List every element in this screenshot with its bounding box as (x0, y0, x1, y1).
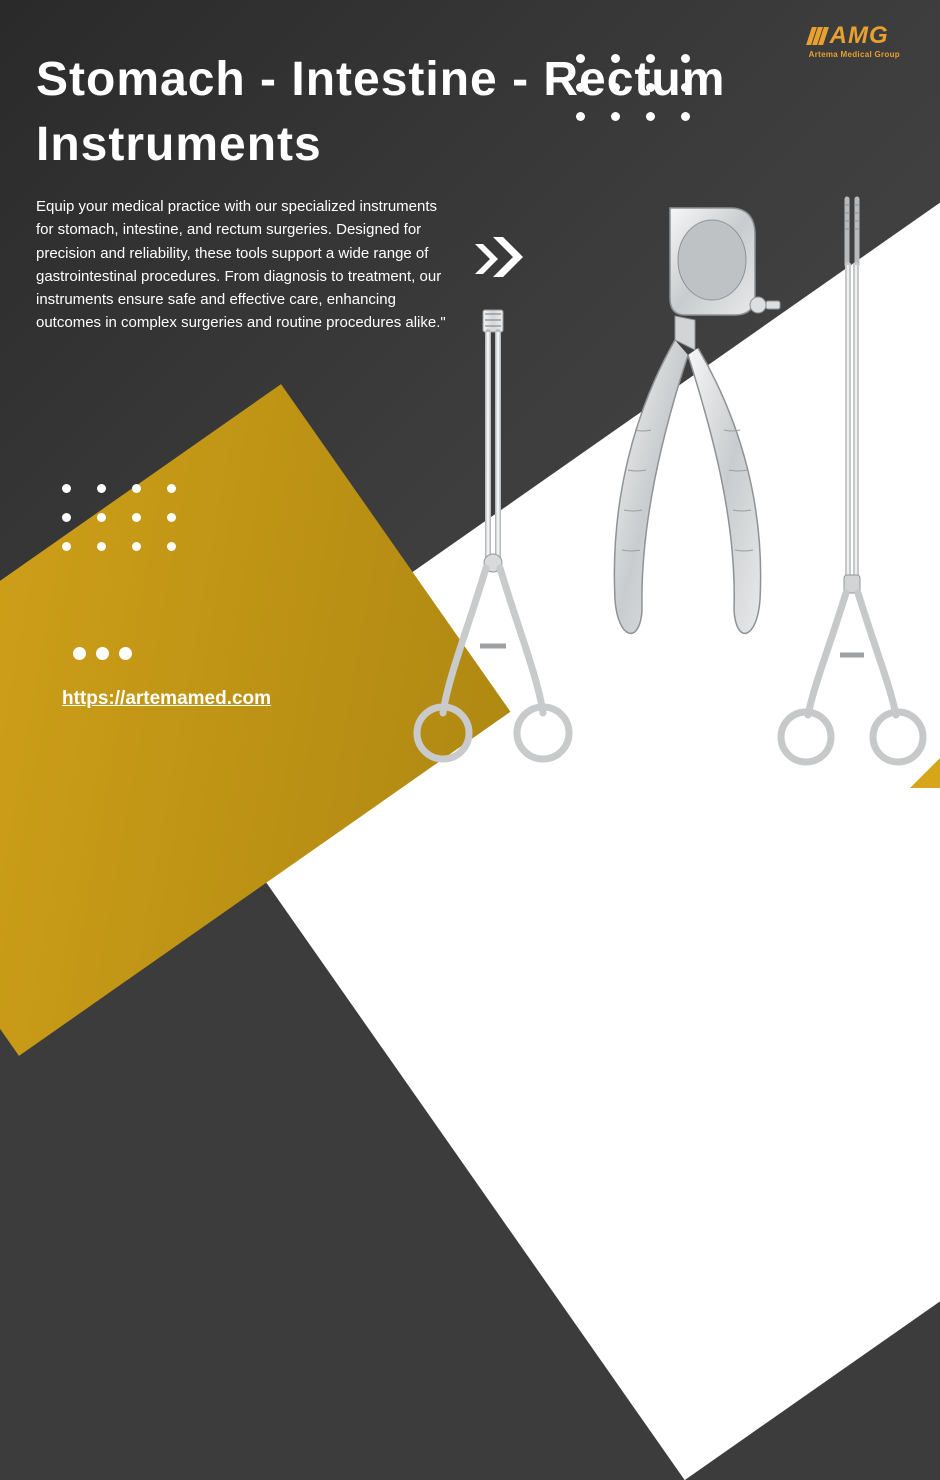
logo-subtitle: Artema Medical Group (809, 50, 900, 59)
page-title: Stomach - Intestine - Rectum Instruments (36, 48, 940, 178)
description-text: Equip your medical practice with our spe… (36, 195, 446, 335)
logo-name: AMG (809, 22, 900, 50)
corner-bottom-right (910, 758, 940, 788)
corner-top-left (0, 0, 32, 32)
three-dots-accent (73, 647, 132, 660)
surgical-speculum-image (580, 200, 790, 670)
dot-grid-bottom (62, 484, 176, 551)
surgical-hemostat-image (770, 195, 935, 775)
logo-text: AMG (830, 22, 889, 50)
brand-logo: AMG Artema Medical Group (809, 22, 900, 59)
surgical-forceps-image (408, 308, 578, 768)
infographic-canvas: AMG Artema Medical Group Stomach - Intes… (0, 0, 940, 788)
double-arrow-icon (475, 232, 535, 287)
website-url[interactable]: https://artemamed.com (62, 688, 271, 710)
logo-slashes-icon (809, 27, 826, 45)
